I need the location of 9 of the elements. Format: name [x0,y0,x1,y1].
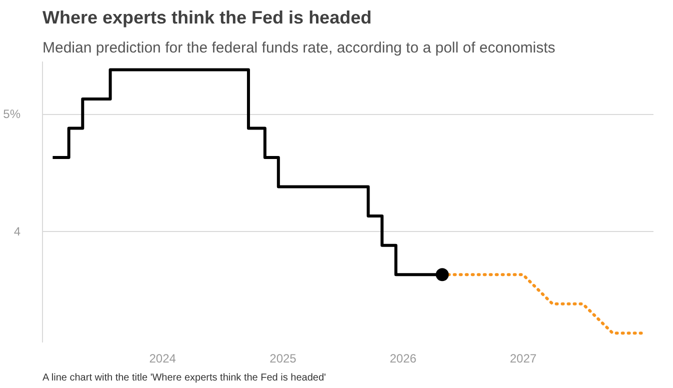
y-tick-label: 4 [14,224,21,238]
x-tick-label: 2026 [390,352,417,366]
y-tick-label: 5% [3,107,21,122]
x-tick-label: 2027 [510,352,537,366]
chart-title: Where experts think the Fed is headed [42,8,372,28]
text: A line chart with the title 'Where experts think the Fed is headed' [42,372,326,384]
chart-subtitle: Median prediction for the federal funds rate, according to a poll of economists [42,40,556,56]
x-tick-label: 2024 [149,352,176,366]
x-tick-label: 2025 [270,352,297,366]
